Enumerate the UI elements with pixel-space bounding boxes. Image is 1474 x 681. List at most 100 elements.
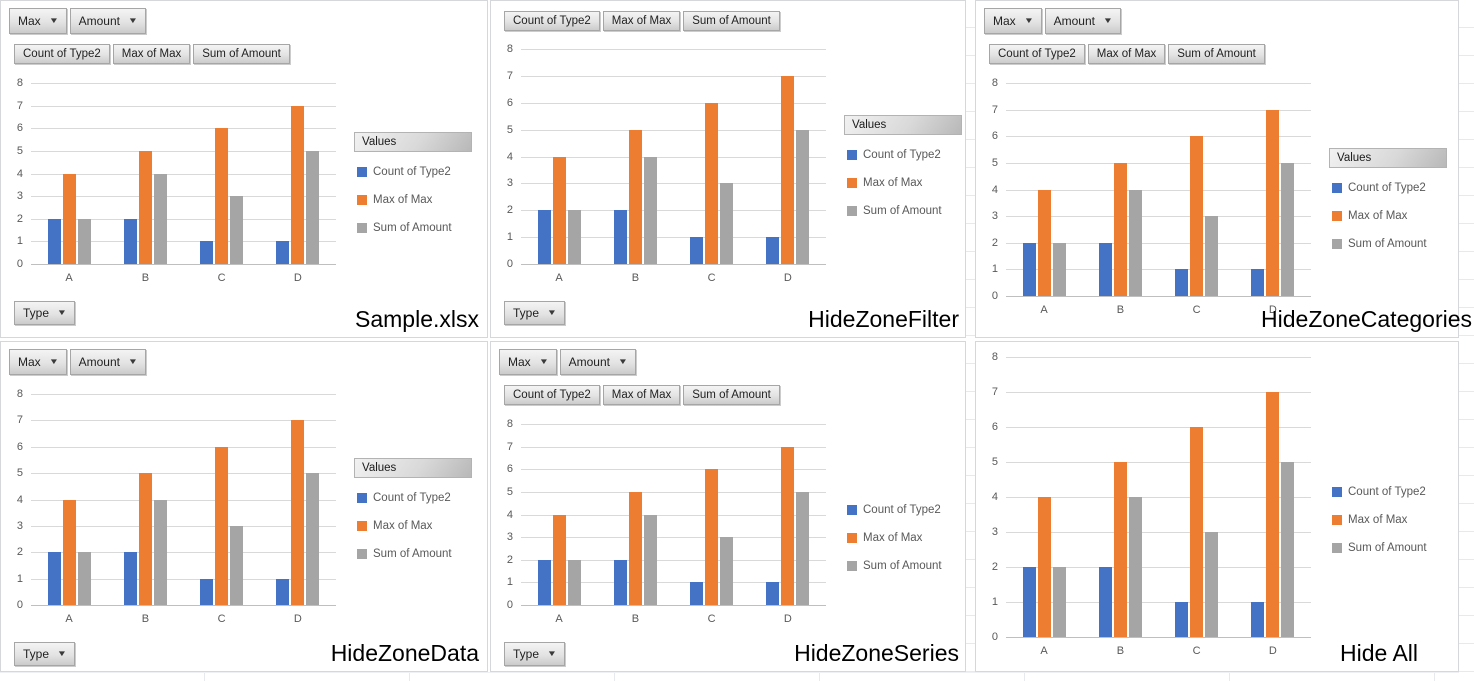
value-field-button-max-of-max[interactable]: Max of Max bbox=[112, 44, 191, 64]
legend-values-field-button[interactable]: Values bbox=[844, 114, 962, 135]
x-axis-category-label: B bbox=[1116, 645, 1125, 657]
value-field-button-max-of-max[interactable]: Max of Max bbox=[602, 385, 681, 405]
value-field-button-count-of-type2[interactable]: Count of Type2 bbox=[14, 44, 110, 64]
filter-field-button-amount[interactable]: Amount ▼ bbox=[1044, 8, 1121, 34]
bar-count-of-type2-a bbox=[537, 210, 551, 265]
bar-max-of-max-d bbox=[291, 420, 305, 605]
gridline bbox=[521, 156, 826, 158]
x-axis-category-label: A bbox=[555, 272, 563, 284]
dropdown-arrow-icon: ▼ bbox=[546, 308, 558, 317]
gridline bbox=[521, 129, 826, 131]
bar-count-of-type2-c bbox=[690, 237, 704, 264]
y-axis-tick-label: 3 bbox=[991, 526, 998, 538]
legend-values-field-button[interactable]: Values bbox=[1329, 147, 1447, 168]
y-axis-tick-label: 6 bbox=[506, 96, 513, 109]
bar-count-of-type2-b bbox=[123, 552, 137, 606]
value-field-button-sum-of-amount[interactable]: Sum of Amount bbox=[683, 11, 780, 31]
value-field-button-sum-of-amount[interactable]: Sum of Amount bbox=[683, 385, 780, 405]
dropdown-arrow-icon: ▼ bbox=[127, 357, 139, 366]
bar-sum-of-amount-c bbox=[1205, 216, 1219, 296]
gridline bbox=[521, 559, 826, 561]
y-axis-tick-label: 1 bbox=[16, 235, 23, 248]
gridline bbox=[1006, 242, 1311, 244]
legend-swatch-icon bbox=[1332, 487, 1342, 497]
value-field-button-sum-of-amount[interactable]: Sum of Amount bbox=[1168, 44, 1265, 64]
value-field-button-count-of-type2[interactable]: Count of Type2 bbox=[504, 11, 600, 31]
filter-field-button-max[interactable]: Max ▼ bbox=[499, 349, 557, 375]
gridline bbox=[31, 150, 336, 152]
value-field-button-max-of-max[interactable]: Max of Max bbox=[602, 11, 681, 31]
bar-sum-of-amount-b bbox=[153, 499, 167, 605]
gridline bbox=[31, 473, 336, 475]
legend-values-field-button[interactable]: Values bbox=[354, 457, 472, 478]
bar-count-of-type2-a bbox=[1022, 567, 1036, 637]
gridline bbox=[31, 525, 336, 527]
legend-entry-label: Count of Type2 bbox=[373, 491, 451, 504]
x-axis-category-label: A bbox=[65, 613, 73, 625]
legend-swatch-icon bbox=[357, 222, 367, 233]
filter-field-button-max[interactable]: Max ▼ bbox=[9, 8, 67, 34]
filter-field-button-amount[interactable]: Amount ▼ bbox=[69, 349, 146, 375]
legend-entry-label: Max of Max bbox=[1348, 514, 1408, 526]
gridline bbox=[1006, 216, 1311, 218]
gridline bbox=[1006, 532, 1311, 533]
legend-entry: Max of Max bbox=[1332, 202, 1407, 230]
bar-max-of-max-c bbox=[1190, 427, 1204, 637]
axis-field-button-type[interactable]: Type ▼ bbox=[504, 301, 565, 325]
gridline bbox=[1006, 602, 1311, 603]
bar-count-of-type2-d bbox=[766, 582, 780, 605]
gridline bbox=[521, 537, 826, 539]
legend-entry-label: Sum of Amount bbox=[373, 221, 452, 234]
legend-entry: Count of Type2 bbox=[1332, 478, 1426, 506]
filter-field-button-max[interactable]: Max ▼ bbox=[9, 349, 67, 375]
y-axis-tick-label: 4 bbox=[991, 491, 998, 503]
gridline bbox=[521, 183, 826, 185]
gridline bbox=[521, 491, 826, 493]
bar-sum-of-amount-d bbox=[306, 473, 320, 605]
legend-entry: Sum of Amount bbox=[1332, 534, 1427, 562]
filter-field-button-amount[interactable]: Amount ▼ bbox=[559, 349, 636, 375]
bar-max-of-max-c bbox=[215, 446, 229, 606]
legend-entry: Count of Type2 bbox=[357, 158, 451, 186]
legend-entry-label: Max of Max bbox=[373, 519, 433, 532]
axis-field-button-type[interactable]: Type ▼ bbox=[14, 301, 75, 325]
y-axis-tick-label: 5 bbox=[991, 456, 998, 468]
bar-max-of-max-c bbox=[1190, 136, 1204, 297]
legend-values-field-button[interactable]: Values bbox=[354, 131, 472, 152]
y-axis-tick-label: 1 bbox=[991, 263, 998, 276]
axis-field-button-type[interactable]: Type ▼ bbox=[14, 642, 75, 666]
y-axis-tick-label: 8 bbox=[991, 351, 998, 363]
dropdown-arrow-icon: ▼ bbox=[56, 649, 68, 658]
bar-sum-of-amount-c bbox=[230, 525, 244, 605]
worksheet-gridlines-right bbox=[1459, 0, 1474, 681]
bar-sum-of-amount-c bbox=[1205, 532, 1219, 637]
value-field-button-row: Count of Type2 Max of Max Sum of Amount bbox=[989, 44, 1265, 64]
gridline bbox=[521, 582, 826, 584]
legend-entry-label: Max of Max bbox=[373, 193, 433, 206]
value-field-button-count-of-type2[interactable]: Count of Type2 bbox=[504, 385, 600, 405]
bar-max-of-max-d bbox=[781, 446, 795, 605]
bar-max-of-max-c bbox=[705, 102, 719, 265]
bar-count-of-type2-c bbox=[1175, 269, 1189, 296]
filter-field-label: Amount bbox=[78, 14, 120, 28]
filter-button-row: Max ▼ Amount ▼ bbox=[9, 349, 146, 375]
gridline bbox=[1006, 109, 1311, 111]
filter-field-button-max[interactable]: Max ▼ bbox=[984, 8, 1042, 34]
value-field-button-max-of-max[interactable]: Max of Max bbox=[1087, 44, 1166, 64]
axis-field-button-type[interactable]: Type ▼ bbox=[504, 642, 565, 666]
bar-sum-of-amount-a bbox=[77, 218, 91, 265]
bar-sum-of-amount-a bbox=[1052, 242, 1066, 297]
gridline bbox=[1006, 427, 1311, 428]
value-field-button-count-of-type2[interactable]: Count of Type2 bbox=[989, 44, 1085, 64]
bar-sum-of-amount-d bbox=[306, 150, 320, 264]
legend-swatch-icon bbox=[1332, 182, 1342, 193]
gridline bbox=[521, 49, 826, 50]
value-field-button-sum-of-amount[interactable]: Sum of Amount bbox=[193, 44, 290, 64]
legend-swatch-icon bbox=[357, 520, 367, 531]
dropdown-arrow-icon: ▼ bbox=[1023, 16, 1034, 25]
filter-field-button-amount[interactable]: Amount ▼ bbox=[69, 8, 146, 34]
y-axis-tick-label: 4 bbox=[16, 493, 23, 506]
legend-swatch-icon bbox=[847, 560, 857, 571]
bar-count-of-type2-c bbox=[690, 582, 704, 605]
y-axis-tick-label: 7 bbox=[991, 386, 998, 398]
